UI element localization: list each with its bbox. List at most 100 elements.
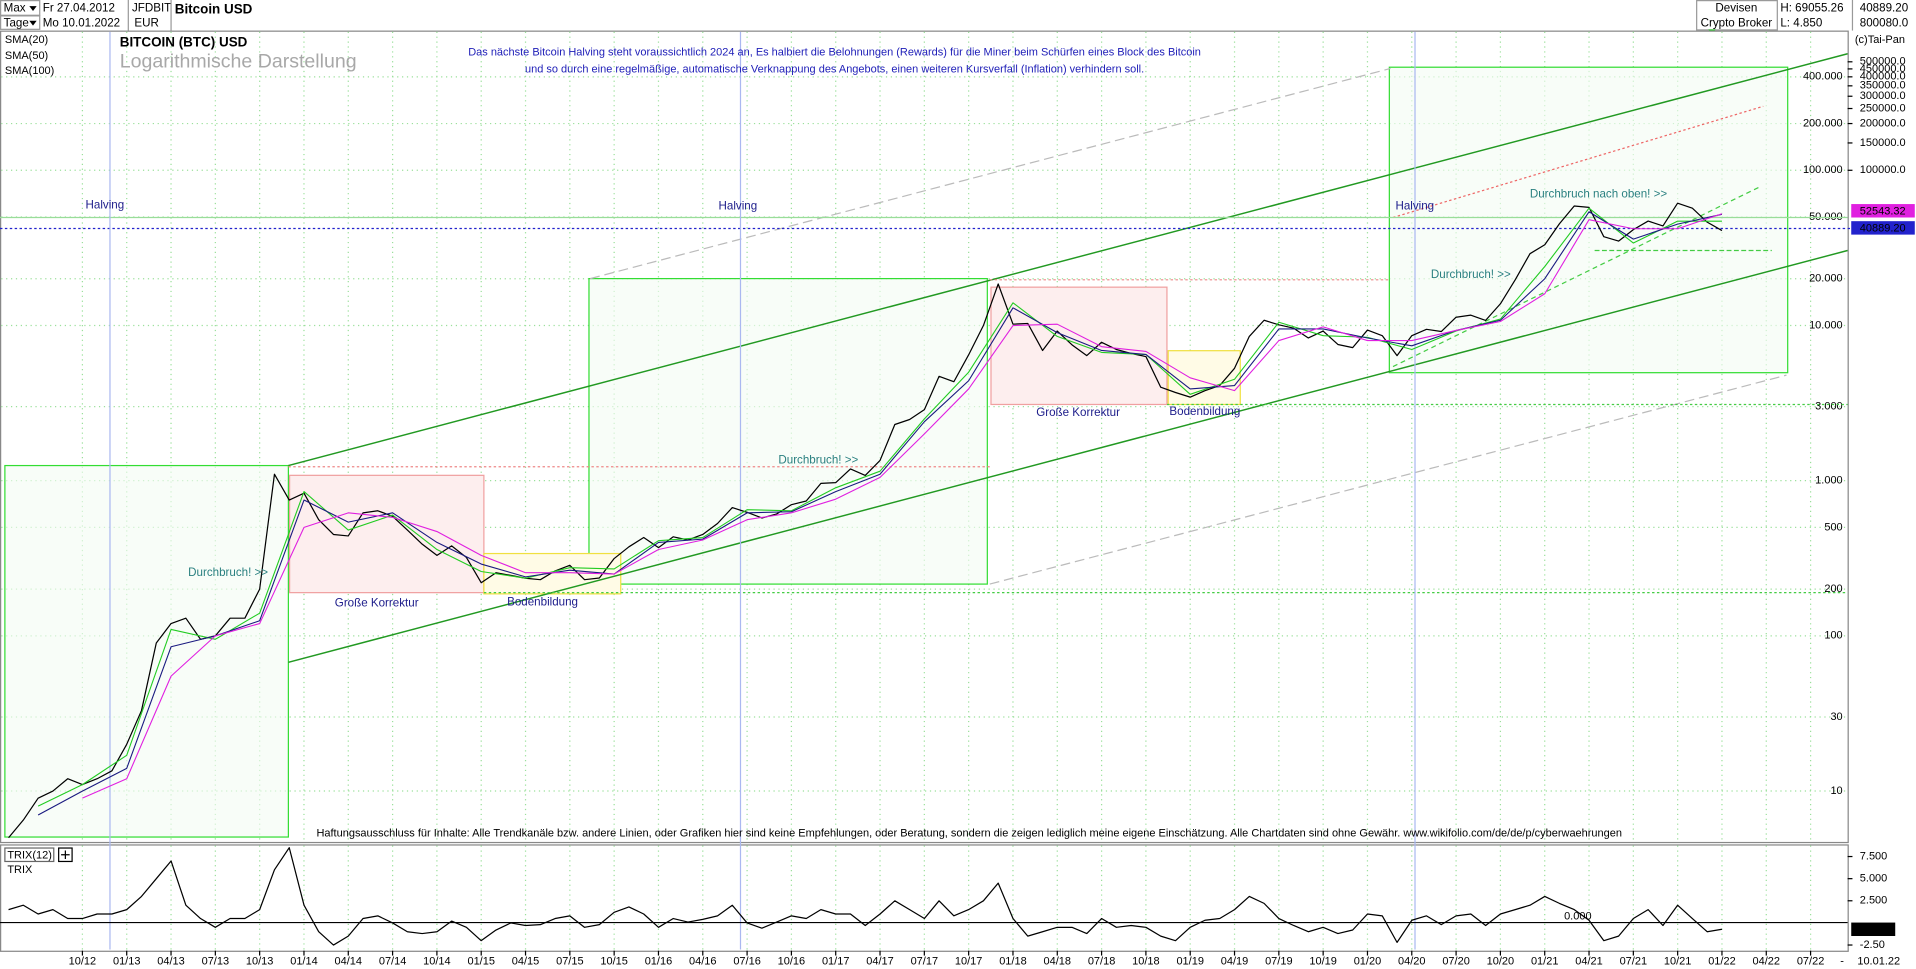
- y-tick-label: 150000.0: [1860, 137, 1906, 149]
- bottom-box: [1167, 350, 1241, 406]
- trix-legend-box[interactable]: [4, 847, 55, 863]
- low: L: 4.850: [1780, 16, 1822, 29]
- y-tick-label: 2.500: [1860, 895, 1888, 907]
- x-tick-label: 07/16: [733, 956, 761, 968]
- range: Max: [4, 2, 26, 15]
- y-tick-label: 500: [1824, 521, 1842, 533]
- annotation: Halving: [1395, 200, 1434, 213]
- y-tick-label: -2.50: [1860, 939, 1885, 951]
- x-tick-label: 01/18: [999, 956, 1027, 968]
- annotation: Halving: [719, 200, 758, 213]
- sma-value: 52543.32: [1860, 205, 1906, 217]
- x-tick-label: 07/19: [1265, 956, 1293, 968]
- dropdown-arrow: [29, 6, 37, 11]
- period: Tage: [4, 16, 29, 29]
- y-tick-label: 10: [1830, 785, 1842, 797]
- x-tick-label: 04/19: [1221, 956, 1249, 968]
- annotation: Halving: [86, 198, 125, 211]
- y-tick-label: 10.000: [1809, 319, 1843, 331]
- x-tick-label: 01/17: [822, 956, 850, 968]
- annotation: Durchbruch! >>: [778, 454, 858, 467]
- series-line: [37, 207, 1722, 807]
- y-tick-label: 400000.0: [1860, 71, 1906, 83]
- trix-value: -0.72: [1860, 924, 1885, 936]
- x-tick-label: 10/19: [1309, 956, 1337, 968]
- period-select[interactable]: [0, 15, 41, 30]
- y-tick-label: 250000.0: [1860, 102, 1906, 114]
- correction-box: [990, 286, 1168, 406]
- dropdown-arrow: [29, 20, 37, 26]
- y-tick-label: 7.500: [1860, 850, 1888, 862]
- x-tick-label: 04/15: [512, 956, 539, 968]
- trend-projection: [1392, 105, 1764, 219]
- chart-subtitle: Logarithmische Darstellung: [120, 50, 357, 72]
- series-line: [37, 211, 1723, 816]
- upper-trendline: [288, 53, 1848, 467]
- x-tick-label: 07/20: [1442, 956, 1470, 968]
- x-tick-label: 01/13: [113, 956, 141, 968]
- x-tick-label: 04/17: [866, 956, 894, 968]
- annotation: Durchbruch nach oben! >>: [1530, 187, 1668, 200]
- trix-legend: TRIX(12): [7, 849, 52, 861]
- x-tick-label: 01/16: [645, 956, 673, 968]
- x-tick-label: 10/12: [69, 956, 97, 968]
- x-tick-label: 04/16: [689, 956, 717, 968]
- y-tick-label: 30: [1830, 711, 1842, 723]
- market-box: [1696, 0, 1778, 31]
- y-tick-label: 350000.0: [1860, 80, 1906, 92]
- x-tick-label: 01/15: [467, 956, 495, 968]
- y-tick-label: 450000.0: [1860, 63, 1906, 75]
- channel-box: [4, 464, 289, 838]
- annotation: Durchbruch! >>: [188, 566, 268, 579]
- x-tick-label: 04/22: [1753, 956, 1781, 968]
- x-tick-label: 07/13: [202, 956, 230, 968]
- lower-trendline: [288, 249, 1848, 664]
- broker: Crypto Broker: [1701, 16, 1773, 29]
- x-tick-label: 10/15: [600, 956, 628, 968]
- y-tick-label: 200.000: [1803, 117, 1843, 129]
- x-tick-label: 01/14: [290, 956, 318, 968]
- x-tick-label: 01/19: [1176, 956, 1204, 968]
- axis-dash: -: [1840, 956, 1844, 968]
- plus-icon: [61, 850, 70, 860]
- x-tick-label: 04/21: [1575, 956, 1603, 968]
- x-tick-label: 10/14: [423, 956, 451, 968]
- header: Max Tage Fr 27.04.2012 Mo 10.01.2022 JFD…: [0, 0, 1908, 35]
- legend-sma50: SMA(50): [5, 50, 48, 62]
- x-tick-label: 07/17: [911, 956, 939, 968]
- date-from: Fr 27.04.2012: [43, 2, 115, 15]
- chart-title: BITCOIN (BTC) USD: [120, 34, 248, 49]
- series-line: [8, 202, 1723, 839]
- x-tick-label: 04/14: [335, 956, 363, 968]
- series-line: [8, 847, 1723, 946]
- x-tick-label: 10/13: [246, 956, 274, 968]
- y-tick-label: 5.000: [1860, 873, 1888, 885]
- x-tick-label: 10/18: [1132, 956, 1160, 968]
- date-to: Mo 10.01.2022: [43, 16, 120, 29]
- symbol: JFDBIT: [132, 2, 171, 15]
- y-tick-label: 100000.0: [1860, 164, 1906, 176]
- x-tick-label: 10/21: [1664, 956, 1692, 968]
- x-tick-label: 01/21: [1531, 956, 1559, 968]
- instrument: Bitcoin USD: [175, 1, 253, 16]
- x-tick-label: 01/20: [1354, 956, 1382, 968]
- y-tick-label: 200000.0: [1860, 117, 1906, 129]
- value-box: [1851, 204, 1915, 218]
- channel-box: [588, 277, 988, 585]
- disclaimer: Haftungsausschluss für Inhalte: Alle Tre…: [316, 827, 1622, 839]
- trix-zero-label: 0.000: [1564, 910, 1592, 922]
- annotation: Große Korrektur: [335, 597, 419, 610]
- x-tick-label: 07/21: [1620, 956, 1648, 968]
- legend-sma20: SMA(20): [5, 34, 48, 46]
- series-line: [82, 213, 1723, 799]
- y-tick-label: 100: [1824, 630, 1842, 642]
- x-tick-label: 07/15: [556, 956, 584, 968]
- currency: EUR: [134, 16, 158, 29]
- correction-box: [288, 474, 485, 594]
- x-tick-label: 10/20: [1487, 956, 1515, 968]
- last-price: 40889.20: [1860, 2, 1908, 15]
- x-tick-label: 07/14: [379, 956, 407, 968]
- annotation: Bodenbildung: [1169, 405, 1240, 418]
- y-tick-label: 400.000: [1803, 71, 1843, 83]
